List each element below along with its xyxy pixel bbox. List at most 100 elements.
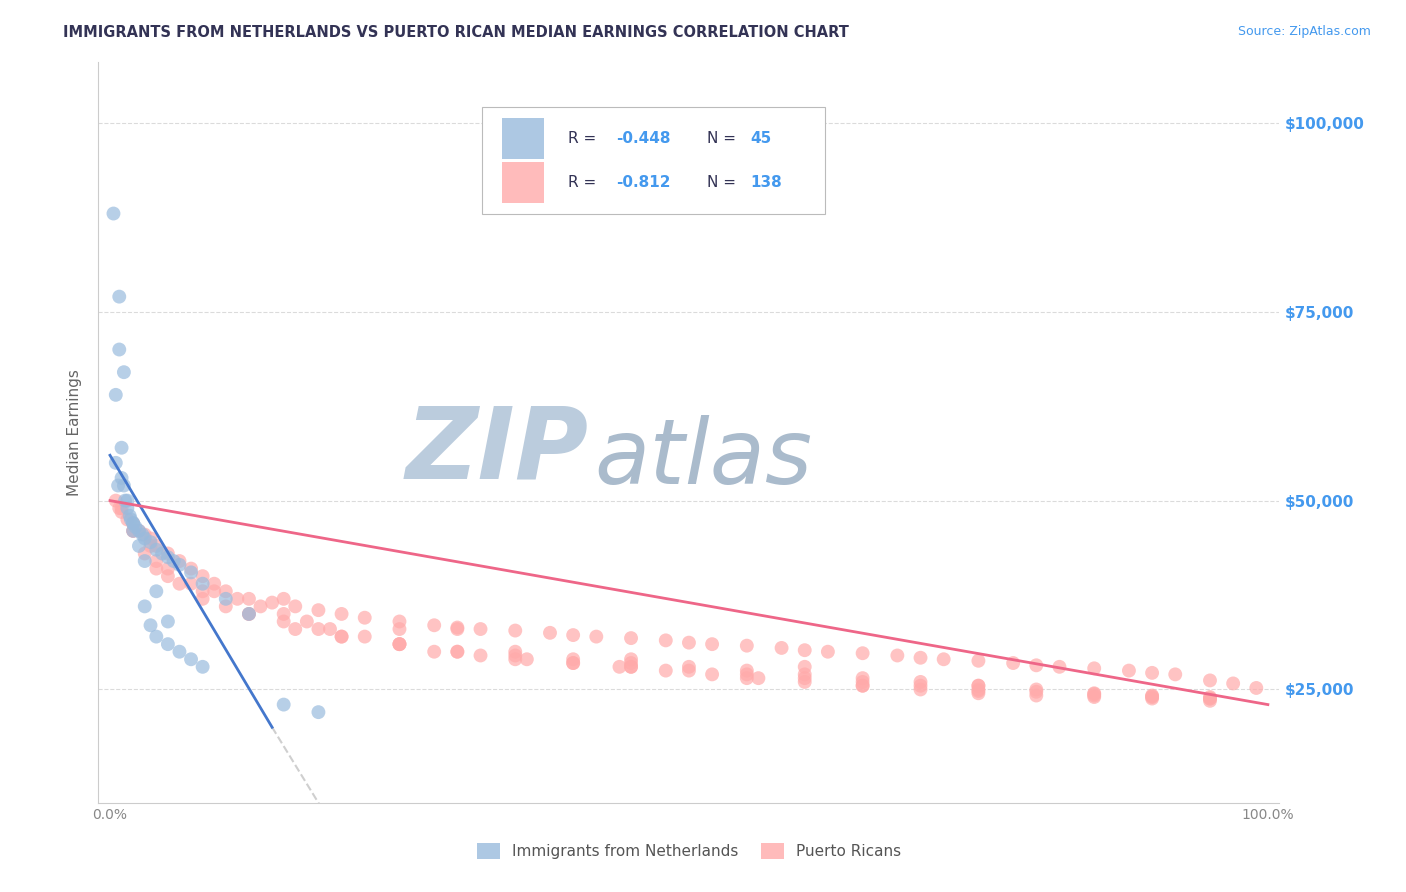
Point bbox=[145, 539, 167, 553]
Point bbox=[353, 610, 375, 624]
Point bbox=[1002, 656, 1025, 670]
Point bbox=[1140, 689, 1163, 703]
Point bbox=[932, 652, 955, 666]
Point bbox=[238, 607, 260, 621]
Point bbox=[104, 493, 127, 508]
Point bbox=[700, 637, 723, 651]
Point bbox=[1246, 681, 1268, 695]
Point bbox=[180, 652, 202, 666]
Point bbox=[1049, 660, 1071, 674]
Point bbox=[156, 561, 179, 575]
Point bbox=[1083, 689, 1105, 703]
Point bbox=[110, 505, 132, 519]
Point bbox=[273, 615, 295, 629]
Point bbox=[388, 615, 411, 629]
Point bbox=[1140, 665, 1163, 680]
Point bbox=[562, 628, 585, 642]
Point bbox=[295, 615, 318, 629]
Point bbox=[238, 591, 260, 606]
Point bbox=[700, 667, 723, 681]
Point bbox=[562, 652, 585, 666]
Point bbox=[562, 656, 585, 670]
Point bbox=[470, 648, 492, 663]
Point bbox=[793, 674, 815, 689]
Point bbox=[262, 596, 284, 610]
Point bbox=[112, 365, 135, 379]
Point bbox=[446, 645, 468, 659]
Point bbox=[735, 664, 758, 678]
Point bbox=[967, 686, 990, 700]
Point bbox=[967, 679, 990, 693]
Point bbox=[678, 635, 700, 649]
Point bbox=[1199, 691, 1222, 706]
Point bbox=[1083, 686, 1105, 700]
Point bbox=[145, 542, 167, 557]
Point bbox=[793, 671, 815, 685]
Point bbox=[169, 558, 191, 572]
Point bbox=[330, 630, 353, 644]
Point bbox=[139, 532, 162, 546]
Point bbox=[273, 591, 295, 606]
Point bbox=[120, 512, 142, 526]
Point bbox=[735, 671, 758, 685]
Point bbox=[910, 682, 932, 697]
Point bbox=[191, 660, 214, 674]
Y-axis label: Median Earnings: Median Earnings bbox=[67, 369, 83, 496]
Point bbox=[1164, 667, 1187, 681]
Text: N =: N = bbox=[707, 175, 741, 190]
Point bbox=[446, 645, 468, 659]
Point bbox=[1199, 690, 1222, 704]
Point bbox=[735, 639, 758, 653]
Point bbox=[122, 524, 145, 538]
Point bbox=[747, 671, 769, 685]
Point bbox=[103, 206, 125, 220]
Text: atlas: atlas bbox=[595, 415, 813, 502]
Point bbox=[353, 630, 375, 644]
Point bbox=[104, 388, 127, 402]
Point bbox=[169, 576, 191, 591]
Point bbox=[128, 539, 150, 553]
Point bbox=[139, 539, 162, 553]
Point bbox=[967, 682, 990, 697]
Point bbox=[156, 569, 179, 583]
Point bbox=[156, 550, 179, 565]
Point bbox=[145, 554, 167, 568]
Point bbox=[238, 607, 260, 621]
Point bbox=[1025, 682, 1047, 697]
Point bbox=[134, 547, 156, 561]
Point bbox=[1118, 664, 1140, 678]
Point bbox=[620, 656, 643, 670]
Point bbox=[128, 524, 150, 538]
Point bbox=[215, 599, 238, 614]
Text: -0.448: -0.448 bbox=[616, 131, 671, 146]
Point bbox=[655, 633, 678, 648]
Point bbox=[678, 664, 700, 678]
Point bbox=[503, 652, 526, 666]
Point bbox=[1083, 687, 1105, 701]
Point bbox=[134, 599, 156, 614]
Point bbox=[145, 561, 167, 575]
Point bbox=[134, 554, 156, 568]
Point bbox=[910, 679, 932, 693]
Point bbox=[388, 637, 411, 651]
Point bbox=[114, 493, 136, 508]
Point bbox=[470, 622, 492, 636]
Point bbox=[770, 640, 793, 655]
Point bbox=[117, 493, 139, 508]
Point bbox=[1140, 690, 1163, 704]
Point bbox=[156, 615, 179, 629]
Point bbox=[150, 547, 173, 561]
Point bbox=[215, 584, 238, 599]
Point bbox=[180, 561, 202, 575]
Point bbox=[180, 576, 202, 591]
Text: 45: 45 bbox=[751, 131, 772, 146]
Point bbox=[134, 532, 156, 546]
Point bbox=[215, 591, 238, 606]
Point bbox=[134, 527, 156, 541]
Point bbox=[620, 660, 643, 674]
Point bbox=[122, 516, 145, 531]
Point bbox=[886, 648, 908, 663]
Point bbox=[330, 607, 353, 621]
Point bbox=[446, 622, 468, 636]
Point bbox=[1199, 691, 1222, 706]
